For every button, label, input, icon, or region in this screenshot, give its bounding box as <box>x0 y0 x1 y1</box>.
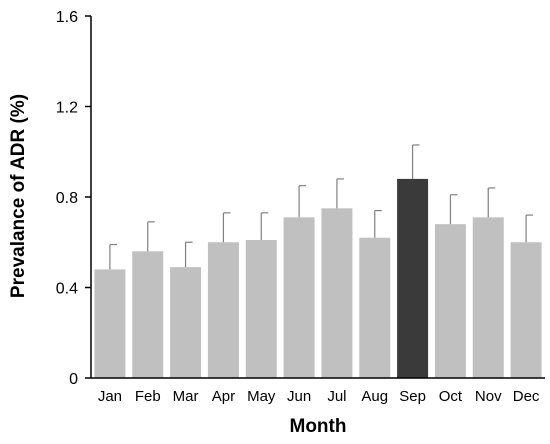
bar-apr <box>207 242 239 378</box>
ticks-layer: Jan Feb Mar Apr May Jun Jul Aug Sep Oct Nov Dec 0 0.4… <box>56 9 540 405</box>
x-tick-label-jul: Jul <box>327 388 346 405</box>
x-tick-label-dec: Dec <box>513 388 540 405</box>
bar-oct <box>434 224 466 378</box>
y-axis-title: Prevalance of ADR (%) <box>8 94 29 298</box>
y-tick-label: 0.4 <box>56 281 78 298</box>
bar-jul <box>321 208 353 378</box>
bar-mar <box>170 267 202 378</box>
error-bar-sep <box>411 144 420 179</box>
x-tick-label-oct: Oct <box>439 388 463 405</box>
error-bar-oct <box>449 194 458 225</box>
error-bars-layer <box>109 144 534 270</box>
x-tick-label-jun: Jun <box>287 388 311 405</box>
bar-dec <box>510 242 542 378</box>
y-tick-label: 1.2 <box>56 100 78 117</box>
x-tick-label-feb: Feb <box>135 388 161 405</box>
bar-nov <box>472 217 504 378</box>
x-axis-title: Month <box>290 416 347 437</box>
x-tick-label-aug: Aug <box>361 388 388 405</box>
error-bar-apr <box>222 212 231 243</box>
bar-may <box>245 239 277 378</box>
error-bar-nov <box>487 187 496 218</box>
x-tick-label-mar: Mar <box>173 388 199 405</box>
y-tick-label: 1.6 <box>56 9 78 26</box>
error-bar-dec <box>525 214 534 243</box>
bar-aug <box>359 237 391 378</box>
bar-jan <box>94 269 126 378</box>
bars-layer <box>94 178 542 378</box>
x-tick-label-sep: Sep <box>399 388 426 405</box>
x-tick-label-apr: Apr <box>212 388 235 405</box>
y-tick-label: 0 <box>69 371 78 388</box>
x-tick-label-jan: Jan <box>98 388 122 405</box>
x-tick-label-may: May <box>247 388 276 405</box>
bar-sep <box>397 178 429 378</box>
error-bar-may <box>260 212 269 240</box>
bar-feb <box>132 251 164 378</box>
error-bar-feb <box>147 221 155 252</box>
error-bar-jun <box>298 185 307 218</box>
y-tick-label: 0.8 <box>56 190 78 207</box>
x-tick-label-nov: Nov <box>475 388 502 405</box>
error-bar-jul <box>336 178 344 209</box>
error-bar-aug <box>374 209 382 238</box>
error-bar-mar <box>184 241 193 268</box>
bar-jun <box>283 217 315 378</box>
error-bar-jan <box>109 243 117 270</box>
